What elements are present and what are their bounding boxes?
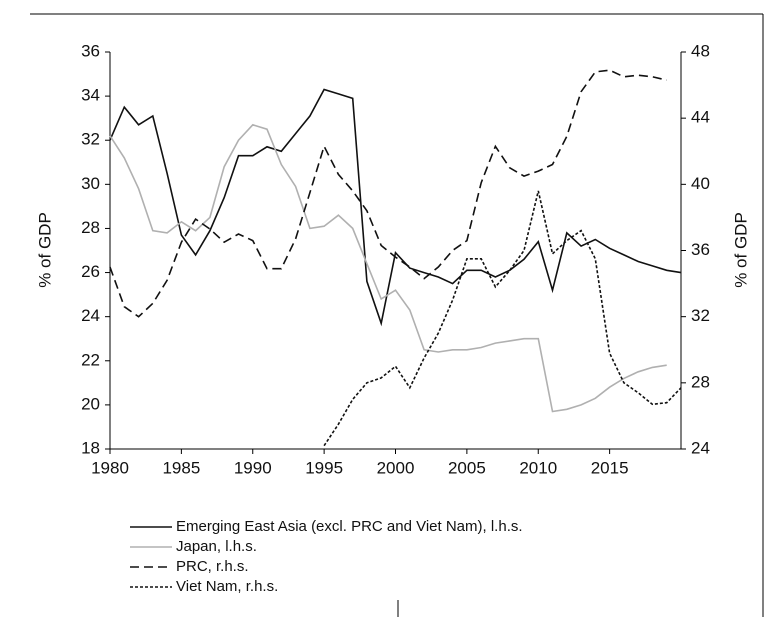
x-tick-label: 2015 — [591, 458, 629, 477]
y-tick-label: 30 — [81, 174, 100, 193]
legend-label: Viet Nam, r.h.s. — [176, 578, 278, 595]
y2-tick-label: 28 — [691, 372, 710, 391]
y2-tick-label: 32 — [691, 306, 710, 325]
y-tick-label: 28 — [81, 218, 100, 237]
y-tick-label: 34 — [81, 86, 100, 105]
series-line — [109, 88, 682, 327]
legend-label: Emerging East Asia (excl. PRC and Viet N… — [176, 518, 523, 535]
y-tick-label: 32 — [81, 130, 100, 149]
x-tick-label: 2005 — [448, 458, 486, 477]
x-tick-label: 1980 — [91, 458, 129, 477]
y2-axis-title: % of GDP — [731, 212, 750, 288]
legend-label: Japan, l.h.s. — [176, 538, 257, 555]
y2-tick-label: 44 — [691, 108, 710, 127]
x-tick-label: 1985 — [162, 458, 200, 477]
y-tick-label: 20 — [81, 394, 100, 413]
y2-tick-label: 36 — [691, 240, 710, 259]
y2-tick-label: 40 — [691, 174, 710, 193]
y-tick-label: 18 — [81, 438, 100, 457]
y-tick-label: 26 — [81, 262, 100, 281]
series-line — [323, 190, 682, 447]
x-tick-label: 2010 — [519, 458, 557, 477]
y-tick-label: 36 — [81, 41, 100, 60]
x-tick-label: 2000 — [377, 458, 415, 477]
x-tick-label: 1990 — [234, 458, 272, 477]
series-line — [109, 123, 667, 413]
series-line — [109, 69, 667, 318]
x-tick-label: 1995 — [305, 458, 343, 477]
y2-tick-label: 24 — [691, 438, 710, 457]
y-tick-label: 24 — [81, 306, 100, 325]
legend-label: PRC, r.h.s. — [176, 558, 249, 575]
y-tick-label: 22 — [81, 350, 100, 369]
y2-tick-label: 48 — [691, 41, 710, 60]
y-axis-title: % of GDP — [35, 212, 54, 288]
